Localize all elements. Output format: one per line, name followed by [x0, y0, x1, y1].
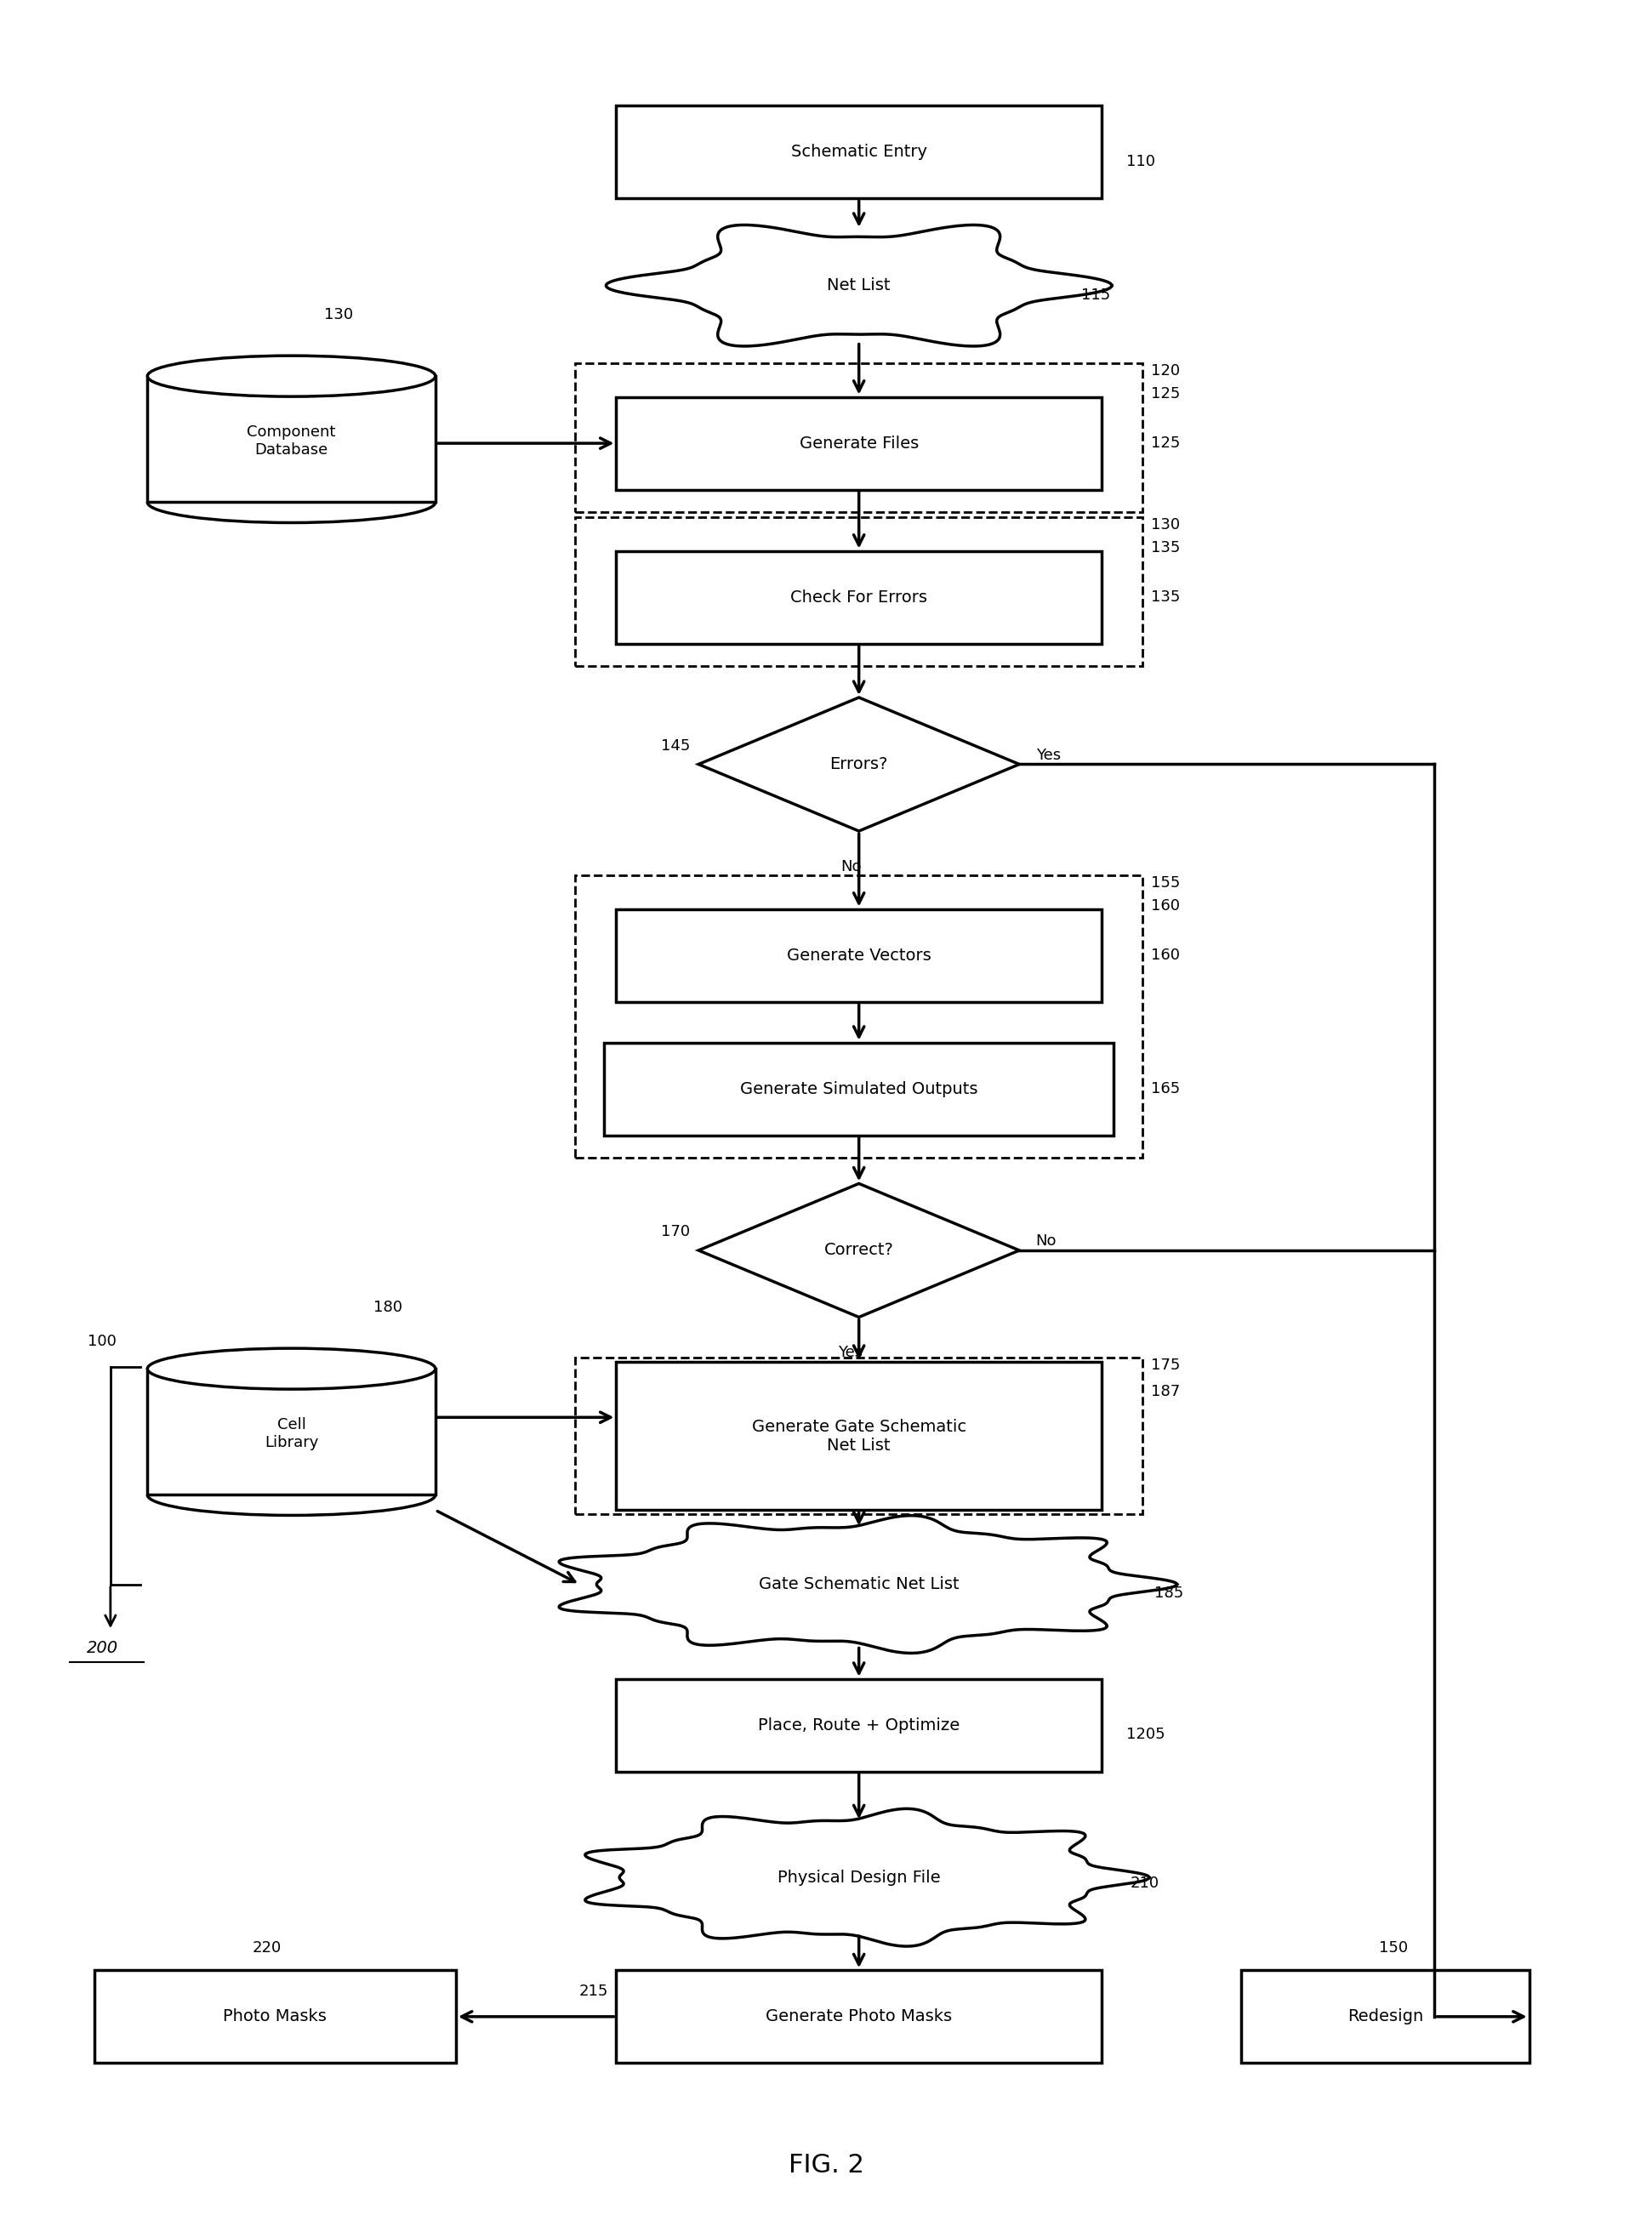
Text: 135: 135 — [1151, 589, 1180, 605]
Text: 165: 165 — [1151, 1081, 1180, 1096]
Text: 130: 130 — [324, 308, 354, 323]
Text: 187: 187 — [1151, 1384, 1180, 1400]
Text: 135: 135 — [1151, 540, 1180, 556]
Text: Generate Photo Masks: Generate Photo Masks — [765, 2009, 952, 2025]
FancyBboxPatch shape — [94, 1971, 456, 2062]
Text: Check For Errors: Check For Errors — [790, 589, 927, 605]
Text: Place, Route + Optimize: Place, Route + Optimize — [758, 1717, 960, 1734]
Text: Net List: Net List — [828, 277, 890, 295]
Text: 115: 115 — [1080, 288, 1110, 303]
Text: 110: 110 — [1127, 153, 1155, 168]
Ellipse shape — [147, 357, 436, 396]
Text: 210: 210 — [1130, 1876, 1160, 1892]
Text: 160: 160 — [1151, 948, 1180, 964]
Text: 100: 100 — [88, 1333, 117, 1349]
Text: Redesign: Redesign — [1348, 2009, 1424, 2025]
Polygon shape — [558, 1515, 1176, 1652]
Text: 220: 220 — [253, 1940, 281, 1956]
FancyBboxPatch shape — [616, 552, 1102, 645]
Text: 170: 170 — [661, 1225, 691, 1240]
FancyBboxPatch shape — [616, 396, 1102, 490]
Polygon shape — [699, 698, 1019, 831]
Text: 200: 200 — [86, 1639, 117, 1657]
Text: 150: 150 — [1379, 1940, 1408, 1956]
FancyBboxPatch shape — [1241, 1971, 1530, 2062]
Text: Cell
Library: Cell Library — [264, 1418, 319, 1451]
FancyBboxPatch shape — [147, 377, 436, 503]
Text: Yes: Yes — [1036, 746, 1061, 762]
Text: 125: 125 — [1151, 385, 1180, 401]
FancyBboxPatch shape — [616, 908, 1102, 1001]
Text: No: No — [841, 859, 861, 875]
Text: Physical Design File: Physical Design File — [778, 1869, 940, 1885]
FancyBboxPatch shape — [616, 1971, 1102, 2062]
Polygon shape — [699, 1183, 1019, 1318]
Text: Correct?: Correct? — [824, 1243, 894, 1258]
Text: 155: 155 — [1151, 875, 1180, 890]
Text: Generate Gate Schematic
Net List: Generate Gate Schematic Net List — [752, 1418, 966, 1453]
Text: Errors?: Errors? — [829, 755, 889, 773]
Text: Generate Files: Generate Files — [800, 434, 919, 452]
Text: 1205: 1205 — [1127, 1728, 1165, 1743]
Text: Gate Schematic Net List: Gate Schematic Net List — [758, 1577, 960, 1593]
FancyBboxPatch shape — [616, 1679, 1102, 1772]
Text: Photo Masks: Photo Masks — [223, 2009, 327, 2025]
Text: 120: 120 — [1151, 363, 1180, 379]
Text: Generate Simulated Outputs: Generate Simulated Outputs — [740, 1081, 978, 1096]
Text: 125: 125 — [1151, 436, 1180, 452]
FancyBboxPatch shape — [605, 1043, 1113, 1136]
Text: 145: 145 — [661, 738, 691, 753]
Text: 130: 130 — [1151, 518, 1180, 534]
Polygon shape — [606, 226, 1112, 346]
Text: No: No — [1036, 1234, 1057, 1249]
Text: 185: 185 — [1155, 1586, 1183, 1601]
FancyBboxPatch shape — [616, 106, 1102, 199]
Text: FIG. 2: FIG. 2 — [788, 2153, 864, 2177]
Polygon shape — [585, 1810, 1150, 1947]
FancyBboxPatch shape — [616, 1362, 1102, 1511]
Text: 175: 175 — [1151, 1358, 1180, 1373]
Text: 180: 180 — [373, 1300, 403, 1316]
Text: 160: 160 — [1151, 897, 1180, 913]
FancyBboxPatch shape — [147, 1369, 436, 1495]
Text: Component
Database: Component Database — [248, 425, 335, 459]
Text: Generate Vectors: Generate Vectors — [786, 948, 932, 964]
Text: 215: 215 — [578, 1982, 608, 1998]
Ellipse shape — [147, 1349, 436, 1389]
Text: Yes: Yes — [838, 1345, 862, 1360]
Text: Schematic Entry: Schematic Entry — [791, 144, 927, 159]
